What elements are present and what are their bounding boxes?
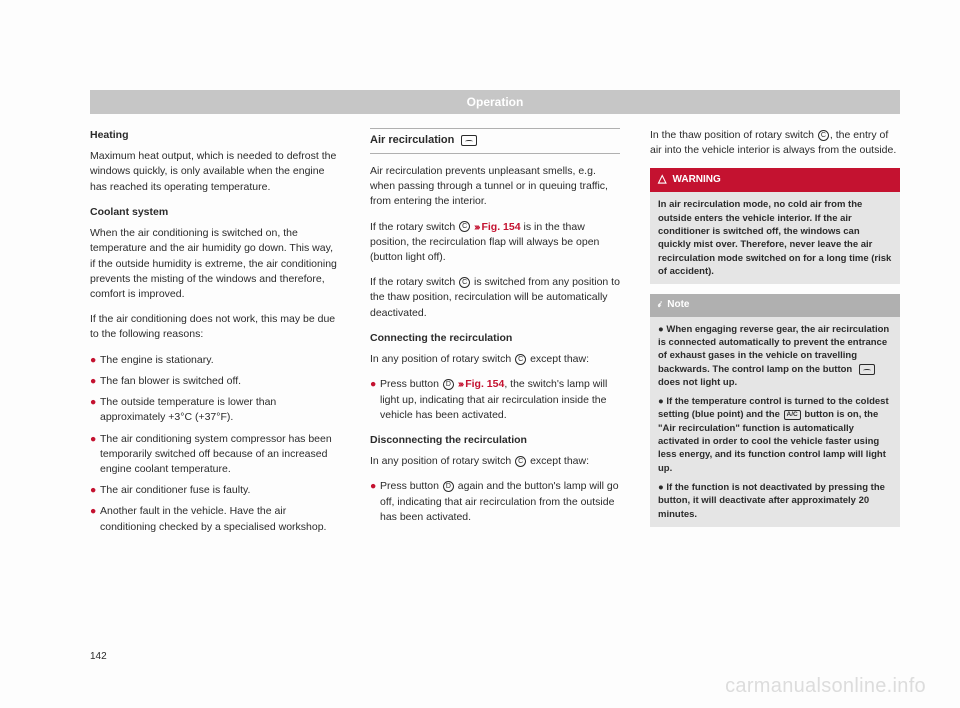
info-icon: 𝒾 bbox=[658, 298, 661, 313]
disconnecting-paragraph: In any position of rotary switch C excep… bbox=[370, 454, 620, 469]
recirc-paragraph-2: If the rotary switch C ››› Fig. 154 is i… bbox=[370, 220, 620, 266]
list-item: ●The engine is stationary. bbox=[90, 353, 340, 368]
list-item-text: Another fault in the vehicle. Have the a… bbox=[100, 504, 340, 534]
connecting-heading: Connecting the recirculation bbox=[370, 331, 620, 346]
text-fragment: When engaging reverse gear, the air reci… bbox=[658, 324, 889, 375]
disconnecting-list: ● Press button D again and the button's … bbox=[370, 479, 620, 525]
connecting-paragraph: In any position of rotary switch C excep… bbox=[370, 352, 620, 367]
recirculation-icon bbox=[859, 364, 875, 375]
bullet-icon: ● bbox=[370, 479, 380, 525]
warning-label: WARNING bbox=[672, 173, 720, 188]
heating-paragraph: Maximum heat output, which is needed to … bbox=[90, 149, 340, 195]
text-fragment: In any position of rotary switch bbox=[370, 353, 514, 365]
note-header: 𝒾 Note bbox=[650, 294, 900, 317]
bullet-icon: ● bbox=[90, 374, 100, 389]
recirculation-icon bbox=[461, 135, 477, 146]
disconnecting-heading: Disconnecting the recirculation bbox=[370, 433, 620, 448]
text-fragment: If the function is not deactivated by pr… bbox=[658, 482, 885, 520]
note-body: ● When engaging reverse gear, the air re… bbox=[650, 317, 900, 527]
list-item: ●Another fault in the vehicle. Have the … bbox=[90, 504, 340, 534]
list-item: ●The fan blower is switched off. bbox=[90, 374, 340, 389]
bullet-icon: ● bbox=[90, 395, 100, 425]
recirc-paragraph-3: If the rotary switch C is switched from … bbox=[370, 275, 620, 321]
coolant-paragraph-2: If the air conditioning does not work, t… bbox=[90, 312, 340, 342]
switch-c-icon: C bbox=[459, 277, 470, 288]
note-item: ● If the function is not deactivated by … bbox=[658, 481, 892, 521]
warning-body: In air recirculation mode, no cold air f… bbox=[650, 192, 900, 284]
text-fragment: Press button bbox=[380, 480, 442, 492]
text-fragment: except thaw: bbox=[527, 455, 589, 467]
connecting-list: ● Press button D ››› Fig. 154, the switc… bbox=[370, 377, 620, 423]
watermark-text: carmanualsonline.info bbox=[725, 675, 926, 698]
manual-page: Operation Heating Maximum heat output, w… bbox=[0, 0, 960, 708]
note-item: ● If the temperature control is turned t… bbox=[658, 395, 892, 475]
list-item: ● Press button D again and the button's … bbox=[370, 479, 620, 525]
bullet-icon: ● bbox=[370, 377, 380, 423]
air-recirculation-title: Air recirculation bbox=[370, 134, 454, 146]
figure-reference: Fig. 154 bbox=[481, 221, 520, 233]
switch-c-icon: C bbox=[515, 354, 526, 365]
text-fragment: In the thaw position of rotary switch bbox=[650, 129, 817, 141]
page-number: 142 bbox=[90, 651, 107, 662]
thaw-paragraph: In the thaw position of rotary switch C,… bbox=[650, 128, 900, 158]
heating-heading: Heating bbox=[90, 128, 340, 143]
button-d-icon: D bbox=[443, 379, 454, 390]
switch-c-icon: C bbox=[818, 130, 829, 141]
list-item: ●The air conditioning system compressor … bbox=[90, 432, 340, 478]
text-fragment: Press button bbox=[380, 378, 442, 390]
list-item: ● Press button D ››› Fig. 154, the switc… bbox=[370, 377, 620, 423]
figure-reference: Fig. 154 bbox=[465, 378, 504, 390]
list-item-text: The engine is stationary. bbox=[100, 353, 340, 368]
switch-c-icon: C bbox=[515, 456, 526, 467]
note-item: ● When engaging reverse gear, the air re… bbox=[658, 323, 892, 389]
button-d-icon: D bbox=[443, 481, 454, 492]
section-header-text: Operation bbox=[467, 95, 524, 109]
note-label: Note bbox=[667, 298, 689, 313]
content-columns: Heating Maximum heat output, which is ne… bbox=[90, 128, 900, 545]
list-item-text: The air conditioner fuse is faulty. bbox=[100, 483, 340, 498]
bullet-icon: ● bbox=[90, 432, 100, 478]
text-fragment: does not light up. bbox=[658, 377, 737, 388]
column-1: Heating Maximum heat output, which is ne… bbox=[90, 128, 340, 545]
bullet-icon: ● bbox=[90, 353, 100, 368]
coolant-heading: Coolant system bbox=[90, 205, 340, 220]
list-item-text: The air conditioning system compressor h… bbox=[100, 432, 340, 478]
reference-arrows-icon: ››› bbox=[458, 378, 463, 390]
bullet-icon: ● bbox=[90, 504, 100, 534]
recirc-paragraph-1: Air recirculation prevents unpleasant sm… bbox=[370, 164, 620, 210]
list-item: ●The outside temperature is lower than a… bbox=[90, 395, 340, 425]
list-item-text: The fan blower is switched off. bbox=[100, 374, 340, 389]
reference-arrows-icon: ››› bbox=[474, 221, 479, 233]
text-fragment: In any position of rotary switch bbox=[370, 455, 514, 467]
list-item: ●The air conditioner fuse is faulty. bbox=[90, 483, 340, 498]
bullet-icon: ● bbox=[90, 483, 100, 498]
warning-header: △ WARNING bbox=[650, 168, 900, 192]
subsection-title-band: Air recirculation bbox=[370, 128, 620, 154]
list-item-text: The outside temperature is lower than ap… bbox=[100, 395, 340, 425]
text-fragment: If the rotary switch bbox=[370, 276, 458, 288]
coolant-paragraph-1: When the air conditioning is switched on… bbox=[90, 226, 340, 302]
column-2: Air recirculation Air recirculation prev… bbox=[370, 128, 620, 545]
list-item-text: Press button D ››› Fig. 154, the switch'… bbox=[380, 377, 620, 423]
ac-button-icon: A/C bbox=[784, 410, 801, 420]
text-fragment: except thaw: bbox=[527, 353, 589, 365]
warning-triangle-icon: △ bbox=[658, 172, 666, 188]
section-header: Operation bbox=[90, 90, 900, 114]
switch-c-icon: C bbox=[459, 221, 470, 232]
list-item-text: Press button D again and the button's la… bbox=[380, 479, 620, 525]
text-fragment: If the rotary switch bbox=[370, 221, 458, 233]
reasons-list: ●The engine is stationary. ●The fan blow… bbox=[90, 353, 340, 535]
column-3: In the thaw position of rotary switch C,… bbox=[650, 128, 900, 545]
